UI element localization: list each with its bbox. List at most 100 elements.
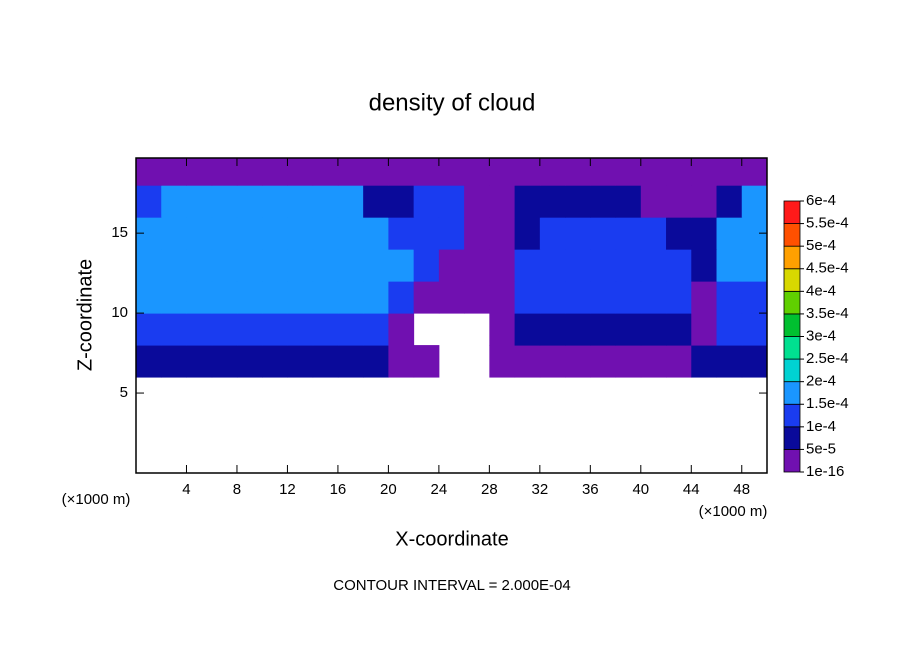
field-cell bbox=[211, 158, 238, 186]
field-cell bbox=[388, 345, 415, 378]
plot-frame bbox=[135, 157, 768, 474]
field-cell bbox=[489, 281, 516, 314]
field-cell bbox=[136, 249, 162, 282]
colorbar-label: 2e-4 bbox=[806, 373, 836, 390]
field-cell bbox=[161, 249, 187, 282]
field-cell bbox=[489, 249, 516, 282]
field-cell bbox=[186, 313, 213, 346]
field-cell bbox=[363, 281, 389, 314]
field-cell bbox=[741, 158, 767, 186]
y-axis-title: Z-coordinate bbox=[74, 259, 96, 371]
field-cell bbox=[691, 249, 718, 282]
field-cell bbox=[666, 185, 692, 218]
field-cell bbox=[236, 158, 263, 186]
field-cell bbox=[211, 185, 238, 218]
field-cell bbox=[539, 281, 566, 314]
colorbar-label: 1.5e-4 bbox=[806, 395, 849, 412]
field-cell bbox=[716, 249, 743, 282]
colorbar-box bbox=[783, 200, 801, 224]
field-cell bbox=[337, 281, 364, 314]
colorbar-box bbox=[783, 403, 801, 428]
field-cell bbox=[716, 281, 743, 314]
field-cell bbox=[514, 249, 541, 282]
field-cell bbox=[539, 313, 566, 346]
field-cell bbox=[211, 345, 238, 378]
field-cell bbox=[211, 217, 238, 250]
field-cell bbox=[489, 313, 516, 346]
colorbar-label: 5e-5 bbox=[806, 440, 836, 457]
field-cell bbox=[514, 185, 541, 218]
field-cell bbox=[514, 217, 541, 250]
colorbar-label: 6e-4 bbox=[806, 192, 836, 209]
field-cell bbox=[615, 249, 642, 282]
field-cell bbox=[590, 217, 617, 250]
field-cell bbox=[438, 158, 465, 186]
field-cell bbox=[262, 249, 288, 282]
field-cell bbox=[388, 249, 415, 282]
field-cell bbox=[741, 345, 767, 378]
field-cell bbox=[312, 313, 339, 346]
field-cell bbox=[565, 281, 591, 314]
field-cell bbox=[514, 158, 541, 186]
field-cell bbox=[413, 185, 440, 218]
field-cell bbox=[539, 158, 566, 186]
field-cell bbox=[312, 345, 339, 378]
field-cell bbox=[615, 158, 642, 186]
field-cell bbox=[640, 217, 667, 250]
field-cell bbox=[666, 313, 692, 346]
field-cell bbox=[691, 185, 718, 218]
x-tick-label: 32 bbox=[531, 481, 548, 498]
field-cell bbox=[413, 217, 440, 250]
colorbar-label: 3.5e-4 bbox=[806, 305, 849, 322]
field-cell bbox=[716, 313, 743, 346]
field-cell bbox=[464, 158, 490, 186]
colorbar-box bbox=[783, 223, 801, 247]
field-cell bbox=[262, 313, 288, 346]
x-tick-label: 40 bbox=[632, 481, 649, 498]
field-cell bbox=[211, 281, 238, 314]
field-cell bbox=[590, 249, 617, 282]
x-unit: (×1000 m) bbox=[699, 503, 768, 520]
field-cell bbox=[438, 281, 465, 314]
field-cell bbox=[161, 158, 187, 186]
x-tick-label: 48 bbox=[733, 481, 750, 498]
field-cell bbox=[691, 158, 718, 186]
field-cell bbox=[590, 158, 617, 186]
field-cell bbox=[691, 345, 718, 378]
field-cell bbox=[186, 249, 213, 282]
field-cell bbox=[539, 249, 566, 282]
field-cell bbox=[388, 158, 415, 186]
field-cell bbox=[666, 281, 692, 314]
field-cell bbox=[363, 249, 389, 282]
field-cell bbox=[136, 158, 162, 186]
field-cell bbox=[363, 158, 389, 186]
field-cell bbox=[741, 249, 767, 282]
field-cell bbox=[312, 281, 339, 314]
field-cell bbox=[565, 158, 591, 186]
field-cell bbox=[236, 345, 263, 378]
x-tick-label: 36 bbox=[582, 481, 599, 498]
field-cell bbox=[363, 313, 389, 346]
field-cell bbox=[691, 217, 718, 250]
field-cell bbox=[236, 185, 263, 218]
field-cell bbox=[514, 281, 541, 314]
field-cell bbox=[413, 158, 440, 186]
field-cell bbox=[337, 345, 364, 378]
field-cell bbox=[741, 185, 767, 218]
colorbar-label: 4e-4 bbox=[806, 282, 836, 299]
field-cell bbox=[363, 217, 389, 250]
field-cell bbox=[161, 217, 187, 250]
field-cell bbox=[388, 281, 415, 314]
field-cell bbox=[565, 345, 591, 378]
field-cell bbox=[262, 217, 288, 250]
field-cell bbox=[186, 158, 213, 186]
colorbar-label: 5e-4 bbox=[806, 237, 836, 254]
field-cell bbox=[388, 185, 415, 218]
x-tick-label: 28 bbox=[481, 481, 498, 498]
colorbar-label: 1e-16 bbox=[806, 463, 844, 480]
field-cell bbox=[236, 281, 263, 314]
colorbar-box bbox=[783, 336, 801, 360]
field-cell bbox=[161, 185, 187, 218]
chart-title: density of cloud bbox=[369, 89, 536, 116]
